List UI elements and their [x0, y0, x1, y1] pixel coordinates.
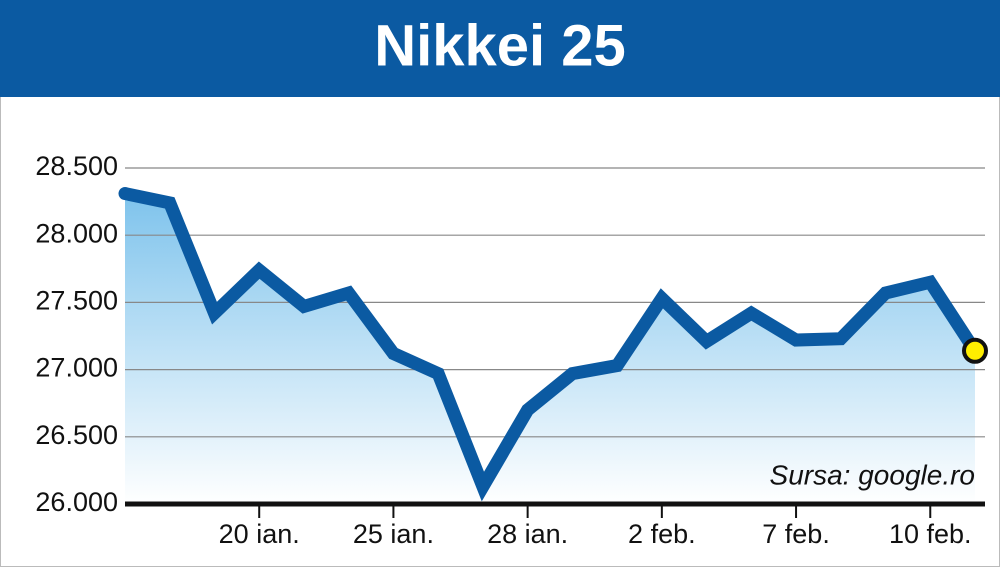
y-tick-label: 28.500: [35, 151, 118, 181]
y-tick-label: 28.000: [35, 218, 118, 248]
end-marker: [962, 337, 988, 364]
y-tick-label: 27.000: [35, 353, 118, 383]
x-tick-label: 7 feb.: [762, 519, 830, 549]
x-tick-label: 25 ian.: [353, 519, 434, 549]
y-tick-label: 26.500: [35, 420, 118, 450]
x-tick-label: 28 ian.: [487, 519, 568, 549]
x-tick-label: 2 feb.: [628, 519, 696, 549]
area: [125, 193, 975, 504]
line: [118, 187, 982, 502]
plot-area: 26.000 26.500 27.000 27.500 28.000 28.500 20 i…: [35, 151, 988, 549]
x-tick-label: 10 feb.: [889, 519, 972, 549]
chart-title: Nikkei 25: [374, 13, 626, 78]
source-note: Sursa: google.ro: [770, 459, 975, 490]
y-tick-label: 27.500: [35, 286, 118, 316]
x-tick-label: 20 ian.: [219, 519, 300, 549]
title-bar: [0, 0, 1000, 97]
y-tick-label: 26.000: [35, 487, 118, 517]
